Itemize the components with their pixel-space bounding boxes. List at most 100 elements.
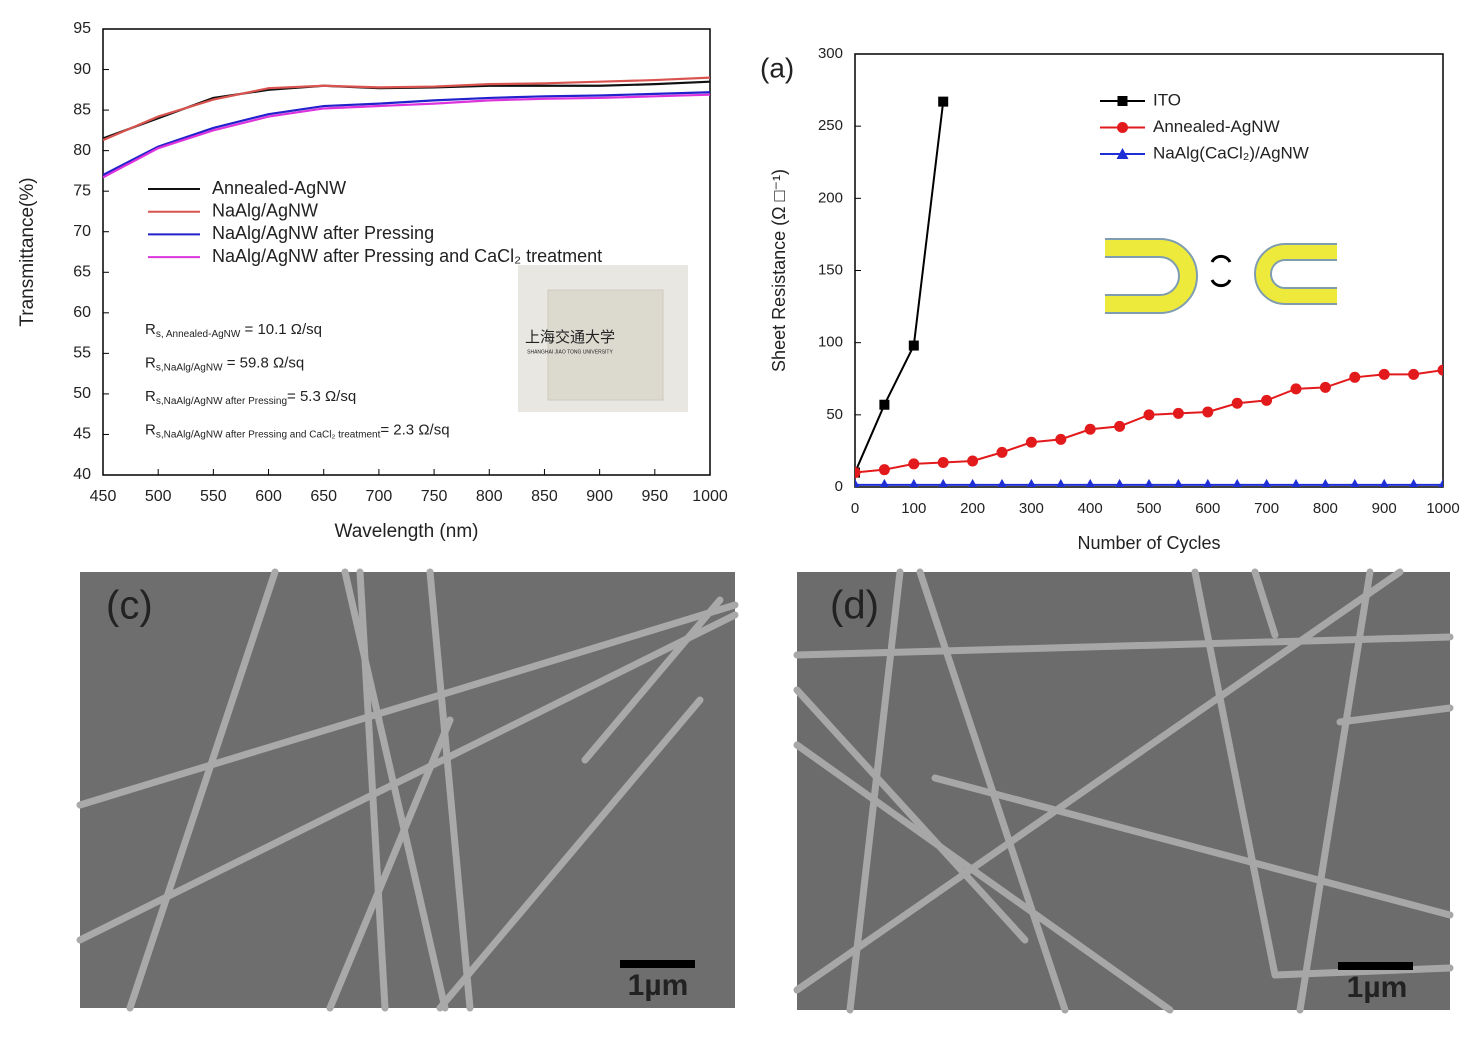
x-tick-label: 300	[1019, 500, 1044, 517]
x-tick-label: 200	[960, 500, 985, 517]
x-tick-label: 550	[200, 488, 227, 505]
y-tick-label: 80	[73, 142, 91, 159]
annotation-symbol: R	[145, 421, 156, 438]
x-tick-label: 750	[421, 488, 448, 505]
annotation-text: = 5.3 Ω/sq	[287, 388, 356, 405]
marker	[1025, 436, 1037, 448]
marker	[938, 96, 949, 107]
y-tick-label: 60	[73, 304, 91, 321]
x-tick-label: 900	[586, 488, 613, 505]
marker	[1408, 368, 1420, 380]
annotation: Rs,NaAlg/AgNW = 59.8 Ω/sq	[145, 354, 304, 373]
y-tick-label: 75	[73, 182, 91, 199]
scale-bar-label: 1µm	[628, 969, 689, 1002]
panel-label: (d)	[830, 584, 879, 628]
marker	[1203, 478, 1213, 487]
marker	[1409, 478, 1419, 487]
y-tick-label: 300	[818, 45, 843, 62]
marker	[1114, 420, 1126, 432]
marker	[1085, 478, 1095, 487]
marker	[997, 478, 1007, 487]
marker	[1378, 368, 1390, 380]
annotation-text: = 2.3 Ω/sq	[380, 421, 449, 438]
y-tick-label: 200	[818, 189, 843, 206]
x-tick-label: 900	[1372, 500, 1397, 517]
sem-image-c: (c) 1µm	[76, 568, 739, 1012]
x-tick-label: 500	[145, 488, 172, 505]
marker	[878, 464, 890, 476]
x-tick-label: 800	[1313, 500, 1338, 517]
y-axis-label: Sheet Resistance (Ω □⁻¹)	[769, 169, 789, 372]
y-tick-label: 45	[73, 426, 91, 443]
marker	[1291, 478, 1301, 487]
annotation-subscript: s,NaAlg/AgNW after Pressing	[156, 396, 287, 407]
marker	[967, 455, 979, 467]
marker	[1173, 478, 1183, 487]
x-tick-label: 850	[531, 488, 558, 505]
marker	[1144, 478, 1154, 487]
legend-marker	[1117, 122, 1128, 133]
marker	[1084, 423, 1096, 435]
legend-label: NaAlg(CaCl₂)/AgNW	[1153, 143, 1309, 162]
x-tick-label: 1000	[1426, 500, 1459, 517]
y-tick-label: 55	[73, 345, 91, 362]
y-tick-label: 250	[818, 117, 843, 134]
marker	[855, 467, 861, 479]
bending-icon	[1105, 238, 1337, 314]
x-tick-label: 450	[90, 488, 117, 505]
x-tick-label: 400	[1078, 500, 1103, 517]
panel-label: (a)	[760, 52, 794, 83]
x-tick-label: 950	[641, 488, 668, 505]
annotation: Rs,NaAlg/AgNW after Pressing= 5.3 Ω/sq	[145, 388, 356, 407]
annotation-text: = 59.8 Ω/sq	[223, 354, 305, 371]
series-line	[103, 76, 710, 142]
x-tick-label: 600	[1195, 500, 1220, 517]
sem-image-d: (d) 1µm	[793, 568, 1454, 1014]
marker	[855, 478, 860, 487]
legend-label: NaAlg/AgNW	[212, 200, 318, 220]
y-tick-label: 50	[73, 385, 91, 402]
legend-label: NaAlg/AgNW after Pressing	[212, 223, 434, 243]
scale-bar-label: 1µm	[1347, 971, 1408, 1004]
annotation-symbol: R	[145, 321, 156, 338]
marker	[937, 456, 949, 468]
x-tick-label: 1000	[692, 488, 728, 505]
x-axis-label: Wavelength (nm)	[335, 521, 479, 542]
inset-subtext: SHANGHAI JIAO TONG UNIVERSITY	[527, 349, 613, 355]
y-axis-label: Transmittance(%)	[17, 177, 38, 326]
legend-label: Annealed-AgNW	[212, 178, 346, 198]
marker	[1231, 397, 1243, 409]
marker	[908, 458, 920, 470]
marker	[1438, 478, 1443, 487]
marker	[909, 478, 919, 487]
marker	[1437, 364, 1443, 376]
y-tick-label: 70	[73, 223, 91, 240]
annotation-text: = 10.1 Ω/sq	[240, 321, 322, 338]
y-tick-label: 90	[73, 61, 91, 78]
x-tick-label: 700	[1254, 500, 1279, 517]
marker	[1262, 478, 1272, 487]
y-tick-label: 0	[835, 478, 843, 495]
x-tick-label: 650	[310, 488, 337, 505]
marker	[1232, 478, 1242, 487]
plot-area	[103, 76, 710, 179]
marker	[1290, 383, 1302, 395]
series-line	[103, 91, 710, 176]
y-tick-label: 95	[73, 20, 91, 37]
x-tick-label: 600	[255, 488, 282, 505]
y-tick-label: 40	[73, 466, 91, 483]
annotation: Rs, Annealed-AgNW = 10.1 Ω/sq	[145, 321, 322, 340]
marker	[879, 478, 889, 487]
annotation-subscript: s,NaAlg/AgNW after Pressing and CaCl₂ tr…	[156, 429, 381, 440]
y-tick-label: 100	[818, 334, 843, 351]
marker	[1261, 394, 1273, 406]
x-tick-label: 800	[476, 488, 503, 505]
x-tick-label: 0	[851, 500, 859, 517]
series-line	[103, 80, 710, 140]
marker	[1319, 381, 1331, 393]
annotation-symbol: R	[145, 388, 156, 405]
plot-frame	[854, 53, 1444, 488]
series-line	[855, 101, 945, 473]
legend-marker	[1116, 148, 1129, 159]
